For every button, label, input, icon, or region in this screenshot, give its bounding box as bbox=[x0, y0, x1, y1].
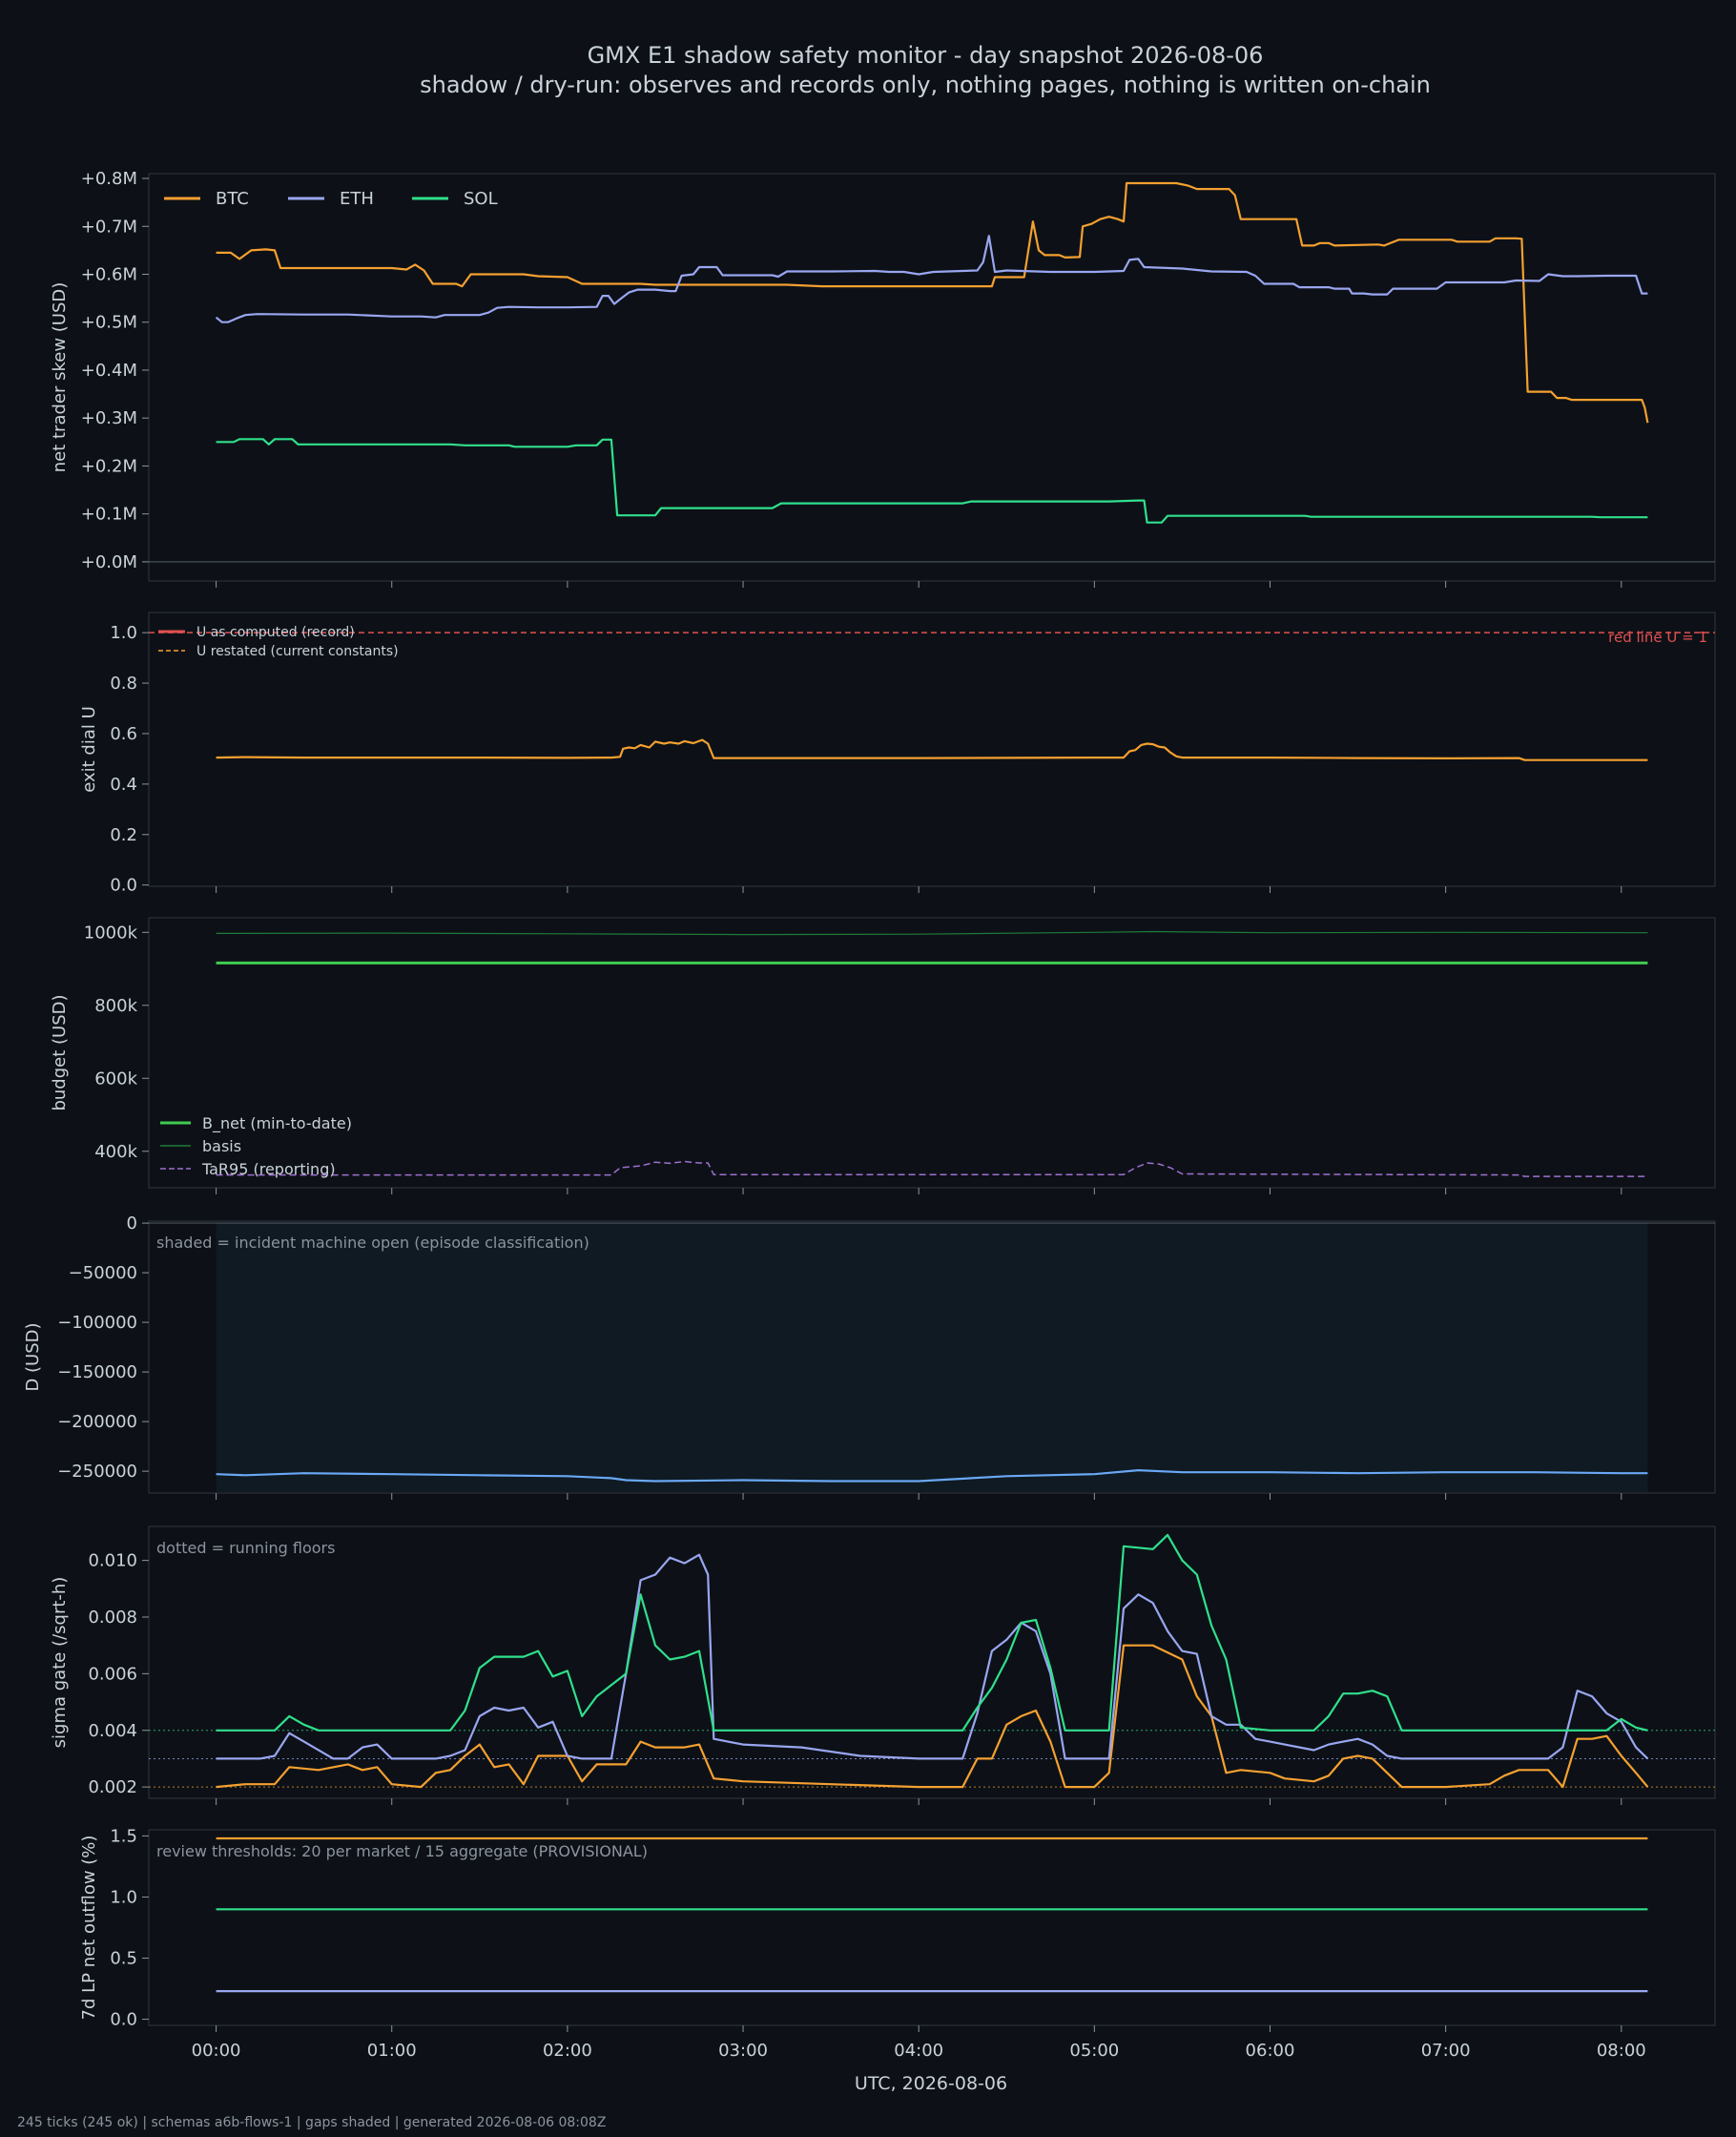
legend-label: ETH bbox=[340, 189, 374, 209]
y-axis-label: 7d LP net outflow (%) bbox=[79, 1836, 99, 2021]
y-tick-label: +0.6M bbox=[81, 264, 137, 284]
x-tick-label: 06:00 bbox=[1246, 2041, 1295, 2061]
y-tick-label: 0.010 bbox=[88, 1551, 137, 1571]
series-line-u-as-computed-record- bbox=[216, 738, 1648, 761]
series-line-sol bbox=[216, 1533, 1648, 1732]
y-tick-label: +0.7M bbox=[81, 217, 137, 237]
y-tick-label: 0.6 bbox=[110, 724, 137, 744]
series-line-sol bbox=[216, 438, 1648, 524]
x-axis-label: UTC, 2026-08-06 bbox=[855, 2073, 1007, 2094]
panel-exit_dial: red line U = 1 0.0 0.2 0.4 0.6 0.8 1.0 exit dia… bbox=[79, 612, 1716, 896]
panel-frame bbox=[148, 612, 1716, 887]
y-tick-label: 1.0 bbox=[110, 623, 137, 643]
figure-title: GMX E1 shadow safety monitor - day snaps… bbox=[588, 42, 1264, 69]
legend-label: U restated (current constants) bbox=[196, 644, 399, 659]
panel-budget: 400k 600k 800k 1000k budget (USD) B_net (min-… bbox=[50, 917, 1716, 1194]
y-tick-label: 0.002 bbox=[88, 1777, 137, 1797]
footer-status: 245 ticks (245 ok) | schemas a6b-flows-1… bbox=[17, 2115, 606, 2130]
y-axis-label: exit dial U bbox=[79, 706, 99, 793]
x-tick-label: 01:00 bbox=[367, 2041, 417, 2061]
series-line-btc bbox=[216, 181, 1649, 424]
y-tick-label: +0.8M bbox=[81, 169, 137, 189]
panel-drawdown: 0 −50000 −100000 −150000 −200000 −250000 D (US… bbox=[23, 1214, 1716, 1500]
y-tick-label: 400k bbox=[94, 1142, 137, 1162]
y-tick-label: −50000 bbox=[69, 1263, 137, 1283]
x-tick-label: 00:00 bbox=[192, 2041, 241, 2061]
x-tick-label: 04:00 bbox=[894, 2041, 943, 2061]
x-tick-label: 08:00 bbox=[1597, 2041, 1646, 2061]
y-tick-label: +0.2M bbox=[81, 456, 137, 476]
y-tick-label: +0.5M bbox=[81, 313, 137, 333]
y-tick-label: 0 bbox=[127, 1214, 137, 1234]
incident-shade bbox=[216, 1222, 1648, 1492]
legend-label: U as computed (record) bbox=[196, 625, 355, 640]
y-tick-label: 0.0 bbox=[110, 2010, 137, 2030]
y-tick-label: 1.0 bbox=[110, 1887, 137, 1907]
panel-lp_outflow: 0.0 0.5 1.0 1.5 7d LP net outflow (%) review … bbox=[79, 1826, 1716, 2032]
series-line-btc bbox=[216, 1644, 1649, 1789]
y-tick-label: 0.5 bbox=[110, 1949, 137, 1969]
x-tick-label: 07:00 bbox=[1421, 2041, 1471, 2061]
series-line-tar95-reporting- bbox=[216, 1160, 1648, 1177]
y-tick-label: +0.4M bbox=[81, 361, 137, 381]
legend-label: SOL bbox=[464, 189, 498, 209]
y-tick-label: +0.0M bbox=[81, 552, 137, 572]
y-tick-label: −100000 bbox=[57, 1313, 137, 1333]
panel-annotation: shaded = incident machine open (episode … bbox=[156, 1234, 589, 1252]
y-tick-label: 0.2 bbox=[110, 825, 137, 845]
legend-label: BTC bbox=[216, 189, 249, 209]
y-tick-label: −150000 bbox=[57, 1362, 137, 1382]
y-tick-label: −200000 bbox=[57, 1412, 137, 1432]
y-axis-label: sigma gate (/sqrt-h) bbox=[50, 1577, 70, 1749]
panel-annotation: dotted = running floors bbox=[156, 1539, 335, 1557]
panel-frame bbox=[148, 1525, 1716, 1799]
legend-label: basis bbox=[202, 1137, 241, 1155]
panel-sigma_gate: 0.002 0.004 0.006 0.008 0.010 sigma gate (/sq… bbox=[50, 1525, 1716, 1805]
y-tick-label: 0.8 bbox=[110, 674, 137, 694]
series-line-eth bbox=[215, 235, 1648, 323]
y-tick-label: 600k bbox=[94, 1068, 137, 1089]
y-tick-label: 800k bbox=[94, 996, 137, 1016]
figure-subtitle: shadow / dry-run: observes and records o… bbox=[420, 72, 1431, 98]
y-tick-label: −250000 bbox=[57, 1462, 137, 1482]
x-tick-label: 02:00 bbox=[543, 2041, 592, 2061]
y-tick-label: 0.4 bbox=[110, 775, 137, 795]
panel-skew: +0.0M +0.1M +0.2M +0.3M +0.4M +0.5M +0.6M +0.7M… bbox=[50, 169, 1716, 588]
y-tick-label: 0.004 bbox=[88, 1721, 137, 1741]
legend-label: B_net (min-to-date) bbox=[202, 1114, 352, 1133]
y-tick-label: +0.1M bbox=[81, 505, 137, 525]
x-tick-label: 05:00 bbox=[1069, 2041, 1119, 2061]
panel-annotation: review thresholds: 20 per market / 15 ag… bbox=[156, 1842, 648, 1860]
panel-frame bbox=[148, 917, 1716, 1189]
y-tick-label: 1000k bbox=[84, 923, 138, 943]
y-tick-label: 1.5 bbox=[110, 1826, 137, 1846]
y-tick-label: 0.0 bbox=[110, 876, 137, 896]
y-tick-label: 0.006 bbox=[88, 1664, 137, 1684]
panels: +0.0M +0.1M +0.2M +0.3M +0.4M +0.5M +0.6M +0.7M… bbox=[23, 169, 1716, 2061]
y-axis-label: D (USD) bbox=[23, 1322, 43, 1391]
series-line-d bbox=[216, 1468, 1648, 1483]
y-axis-label: net trader skew (USD) bbox=[50, 282, 70, 473]
legend-label: TaR95 (reporting) bbox=[201, 1160, 336, 1178]
red-line-label: red line U = 1 bbox=[1608, 629, 1707, 646]
y-tick-label: +0.3M bbox=[81, 408, 137, 428]
y-tick-label: 0.008 bbox=[88, 1608, 137, 1628]
series-line-eth bbox=[216, 1553, 1649, 1760]
panel-frame bbox=[148, 173, 1716, 582]
series-line-basis bbox=[216, 930, 1648, 936]
y-axis-label: budget (USD) bbox=[50, 994, 70, 1110]
panel-frame bbox=[148, 1829, 1716, 2026]
x-tick-label: 03:00 bbox=[718, 2041, 768, 2061]
